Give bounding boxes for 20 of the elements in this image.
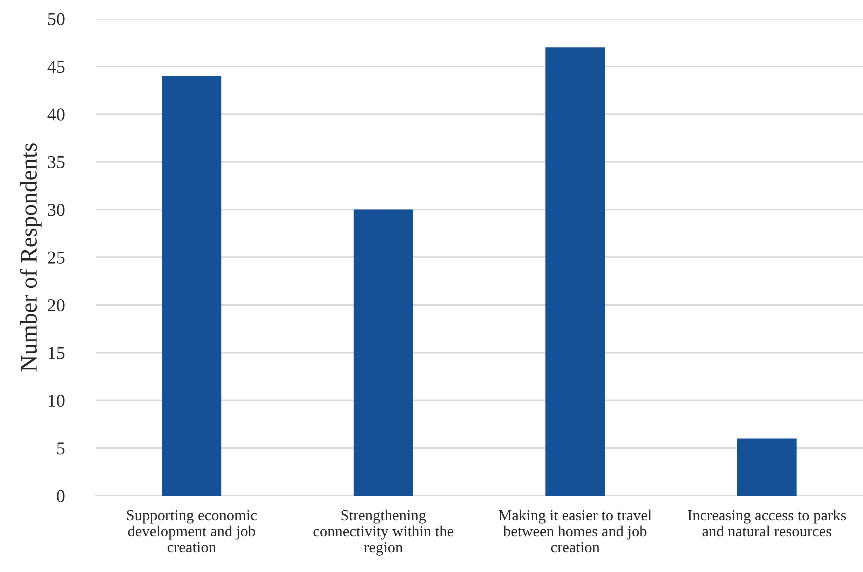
x-tick-label: Making it easier to travel between homes and job creation: [499, 510, 652, 553]
y-tick-label: 50: [48, 13, 65, 26]
bar: [546, 48, 606, 496]
x-tick-label: Increasing access to parks and natural resources: [688, 510, 846, 537]
y-tick-label: 5: [57, 442, 65, 455]
y-tick-label: 10: [48, 394, 65, 408]
bar: [354, 210, 414, 496]
y-tick-label: 20: [48, 299, 65, 312]
bar: [737, 438, 797, 496]
bar: [162, 76, 222, 496]
y-axis-title: Number of Respondents: [20, 144, 42, 372]
y-tick-label: 15: [48, 347, 65, 360]
x-tick-label: Strengthening connectivity within the region: [314, 510, 454, 556]
y-tick-label: 25: [48, 252, 65, 264]
y-tick-label: 30: [48, 204, 65, 216]
y-tick-label: 35: [48, 156, 65, 169]
x-tick-label: Supporting economic development and job creation: [127, 510, 257, 553]
y-tick-label: 40: [48, 108, 65, 121]
y-tick-label: 45: [48, 61, 65, 74]
y-tick-label: 0: [57, 490, 65, 502]
